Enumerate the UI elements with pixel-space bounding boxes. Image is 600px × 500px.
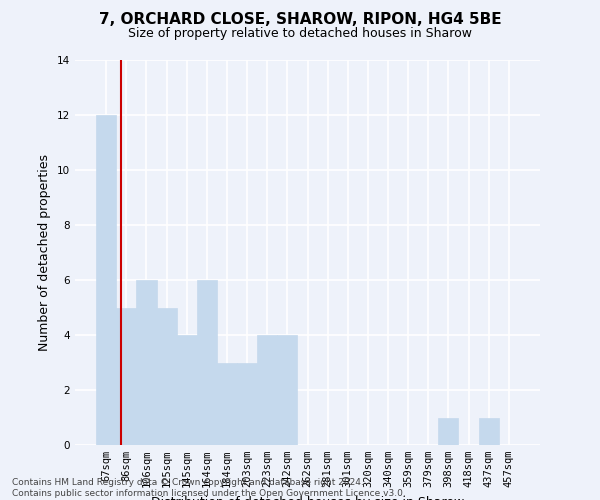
Bar: [217, 362, 237, 445]
Bar: [136, 280, 157, 445]
Text: Size of property relative to detached houses in Sharow: Size of property relative to detached ho…: [128, 28, 472, 40]
Bar: [439, 418, 458, 445]
Bar: [96, 115, 116, 445]
Bar: [116, 308, 136, 445]
Bar: [157, 308, 176, 445]
Bar: [176, 335, 197, 445]
X-axis label: Distribution of detached houses by size in Sharow: Distribution of detached houses by size …: [151, 496, 464, 500]
Text: Contains HM Land Registry data © Crown copyright and database right 2024.
Contai: Contains HM Land Registry data © Crown c…: [12, 478, 406, 498]
Bar: [277, 335, 298, 445]
Bar: [479, 418, 499, 445]
Text: 7, ORCHARD CLOSE, SHAROW, RIPON, HG4 5BE: 7, ORCHARD CLOSE, SHAROW, RIPON, HG4 5BE: [98, 12, 502, 28]
Bar: [237, 362, 257, 445]
Y-axis label: Number of detached properties: Number of detached properties: [38, 154, 52, 351]
Bar: [197, 280, 217, 445]
Bar: [257, 335, 277, 445]
